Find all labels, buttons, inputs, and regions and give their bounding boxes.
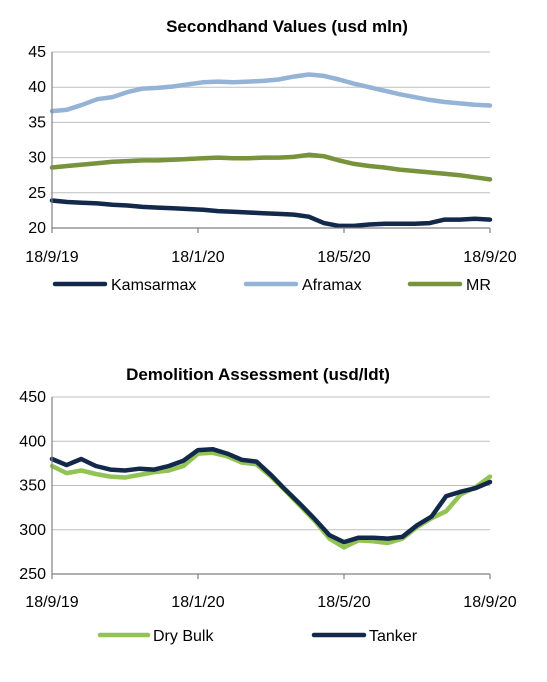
- y-tick-label: 30: [28, 150, 46, 167]
- y-tick-label: 35: [28, 114, 46, 131]
- demolition-assessment-svg: Demolition Assessment (usd/ldt) 250 300 35…: [19, 365, 516, 645]
- y-tick-label: 45: [28, 44, 46, 61]
- chart-title: Demolition Assessment (usd/ldt): [126, 365, 390, 384]
- secondhand-values-chart: Secondhand Values (usd mln) 20 25 30 35 40 45…: [0, 0, 547, 310]
- series-line-mr: [49, 152, 493, 182]
- x-tick-label: 18/9/20: [463, 249, 516, 266]
- x-tick-label: 18/5/20: [317, 249, 370, 266]
- legend-label: Dry Bulk: [153, 628, 214, 645]
- chart-title: Secondhand Values (usd mln): [166, 17, 408, 36]
- y-tick-label: 250: [19, 566, 46, 583]
- x-tick-label: 18/1/20: [171, 249, 224, 266]
- y-tick-label: 20: [28, 220, 46, 237]
- y-tick-label: 25: [28, 185, 46, 202]
- legend-label: Kamsarmax: [111, 277, 196, 294]
- y-tick-label: 300: [19, 522, 46, 539]
- x-tick-label: 18/9/20: [463, 594, 516, 611]
- secondhand-values-svg: Secondhand Values (usd mln) 20 25 30 35 40 45…: [25, 17, 516, 294]
- x-tick-label: 18/1/20: [171, 594, 224, 611]
- y-tick-label: 350: [19, 478, 46, 495]
- x-tick-label: 18/5/20: [317, 594, 370, 611]
- y-tick-label: 400: [19, 433, 46, 450]
- y-tick-label: 450: [19, 389, 46, 406]
- series-line-dry-bulk: [49, 450, 493, 550]
- series-line-aframax: [49, 72, 493, 114]
- legend-label: MR: [466, 277, 491, 294]
- demolition-assessment-chart: Demolition Assessment (usd/ldt) 250 300 35…: [0, 350, 547, 677]
- series-line-tanker: [49, 446, 493, 545]
- x-tick-label: 18/9/19: [25, 249, 78, 266]
- y-tick-label: 40: [28, 79, 46, 96]
- x-tick-label: 18/9/19: [25, 594, 78, 611]
- legend-label: Aframax: [302, 277, 362, 294]
- legend-label: Tanker: [369, 628, 418, 645]
- series-line-kamsarmax: [49, 198, 493, 229]
